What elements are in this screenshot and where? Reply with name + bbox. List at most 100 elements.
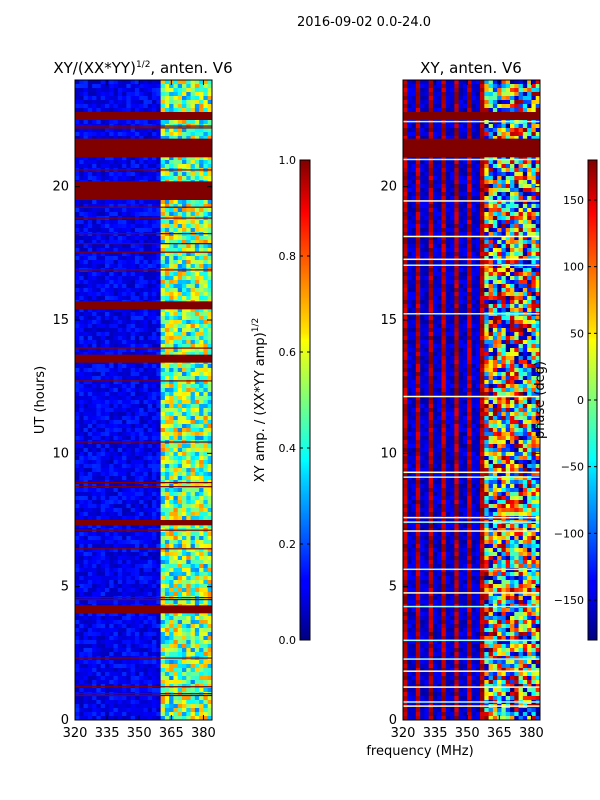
- amplitude-cell: [79, 400, 84, 405]
- amplitude-cell: [177, 624, 183, 629]
- amplitude-cell: [203, 228, 209, 233]
- amplitude-cell: [75, 616, 80, 621]
- amplitude-cell: [169, 208, 174, 213]
- amplitude-cell: [143, 644, 149, 649]
- amplitude-cell: [182, 548, 187, 553]
- amplitude-cell: [182, 504, 187, 509]
- amplitude-cell: [96, 548, 102, 553]
- amplitude-cell: [164, 172, 170, 177]
- amplitude-cell: [113, 536, 119, 541]
- amplitude-cell: [177, 392, 183, 397]
- amplitude-cell: [87, 524, 93, 529]
- amplitude-cell: [173, 320, 179, 325]
- amplitude-cell: [207, 560, 213, 565]
- amplitude-cell: [182, 320, 187, 325]
- amplitude-cell: [113, 680, 119, 685]
- amplitude-cell: [130, 556, 136, 561]
- amplitude-cell: [117, 292, 123, 297]
- amplitude-cell: [113, 600, 119, 605]
- amplitude-cell: [147, 544, 153, 549]
- amplitude-cell: [164, 328, 170, 333]
- amplitude-cell: [139, 448, 144, 453]
- amplitude-cell: [156, 532, 162, 537]
- amplitude-cell: [160, 620, 166, 625]
- amplitude-cell: [113, 636, 119, 641]
- amplitude-cell: [96, 120, 102, 125]
- amplitude-cell: [190, 672, 196, 677]
- amplitude-cell: [122, 224, 127, 229]
- amplitude-cell: [117, 244, 123, 249]
- amplitude-cell: [109, 324, 114, 329]
- amplitude-cell: [100, 660, 106, 665]
- amplitude-cell: [143, 504, 149, 509]
- amplitude-cell: [182, 660, 187, 665]
- amplitude-cell: [143, 652, 149, 657]
- amplitude-cell: [207, 612, 213, 617]
- amplitude-cell: [203, 284, 209, 289]
- amplitude-cell: [143, 456, 149, 461]
- amplitude-cell: [96, 384, 102, 389]
- amplitude-cell: [130, 416, 136, 421]
- amplitude-cell: [79, 444, 84, 449]
- amplitude-cell: [203, 668, 209, 673]
- amplitude-cell: [147, 372, 153, 377]
- amplitude-cell: [199, 612, 204, 617]
- amplitude-cell: [203, 84, 209, 89]
- amplitude-cell: [96, 316, 102, 321]
- amplitude-cell: [113, 696, 119, 701]
- amplitude-cell: [203, 664, 209, 669]
- amplitude-cell: [160, 644, 166, 649]
- amplitude-cell: [126, 332, 132, 337]
- amplitude-cell: [199, 104, 204, 109]
- amplitude-cell: [143, 448, 149, 453]
- amplitude-cell: [143, 552, 149, 557]
- amplitude-cell: [203, 100, 209, 105]
- amplitude-cell: [126, 264, 132, 269]
- amplitude-cell: [122, 156, 127, 161]
- amplitude-cell: [139, 348, 144, 353]
- amplitude-cell: [173, 568, 179, 573]
- amplitude-cell: [83, 352, 89, 357]
- amplitude-cell: [130, 224, 136, 229]
- amplitude-cell: [100, 652, 106, 657]
- amplitude-cell: [203, 308, 209, 313]
- amplitude-cell: [87, 260, 93, 265]
- amplitude-cell: [186, 500, 191, 505]
- amplitude-cell: [152, 700, 157, 705]
- amplitude-cell: [79, 336, 84, 341]
- amplitude-cell: [130, 104, 136, 109]
- amplitude-cell: [113, 504, 119, 509]
- amplitude-cell: [194, 500, 200, 505]
- amplitude-cell: [130, 260, 136, 265]
- amplitude-cell: [109, 412, 114, 417]
- amplitude-cell: [173, 340, 179, 345]
- amplitude-cell: [182, 104, 187, 109]
- amplitude-cell: [122, 424, 127, 429]
- amplitude-cell: [143, 500, 149, 505]
- amplitude-cell: [203, 136, 209, 141]
- amplitude-cell: [104, 336, 110, 341]
- amplitude-cell: [143, 576, 149, 581]
- amplitude-cell: [126, 100, 132, 105]
- amplitude-cell: [126, 556, 132, 561]
- amplitude-cell: [203, 576, 209, 581]
- amplitude-cell: [207, 392, 213, 397]
- amplitude-cell: [109, 328, 114, 333]
- amplitude-cell: [182, 164, 187, 169]
- amplitude-cell: [109, 204, 114, 209]
- amplitude-cell: [79, 208, 84, 213]
- amplitude-cell: [100, 164, 106, 169]
- amplitude-cell: [143, 312, 149, 317]
- amplitude-cell: [156, 248, 162, 253]
- amplitude-cell: [152, 324, 157, 329]
- amplitude-cell: [109, 132, 114, 137]
- amplitude-cell: [152, 368, 157, 373]
- amplitude-cell: [113, 336, 119, 341]
- amplitude-cell: [194, 512, 200, 517]
- amplitude-cell: [207, 404, 213, 409]
- amplitude-cell: [113, 472, 119, 477]
- amplitude-cell: [117, 108, 123, 113]
- amplitude-cell: [117, 516, 123, 521]
- amplitude-cell: [126, 572, 132, 577]
- amplitude-cell: [177, 640, 183, 645]
